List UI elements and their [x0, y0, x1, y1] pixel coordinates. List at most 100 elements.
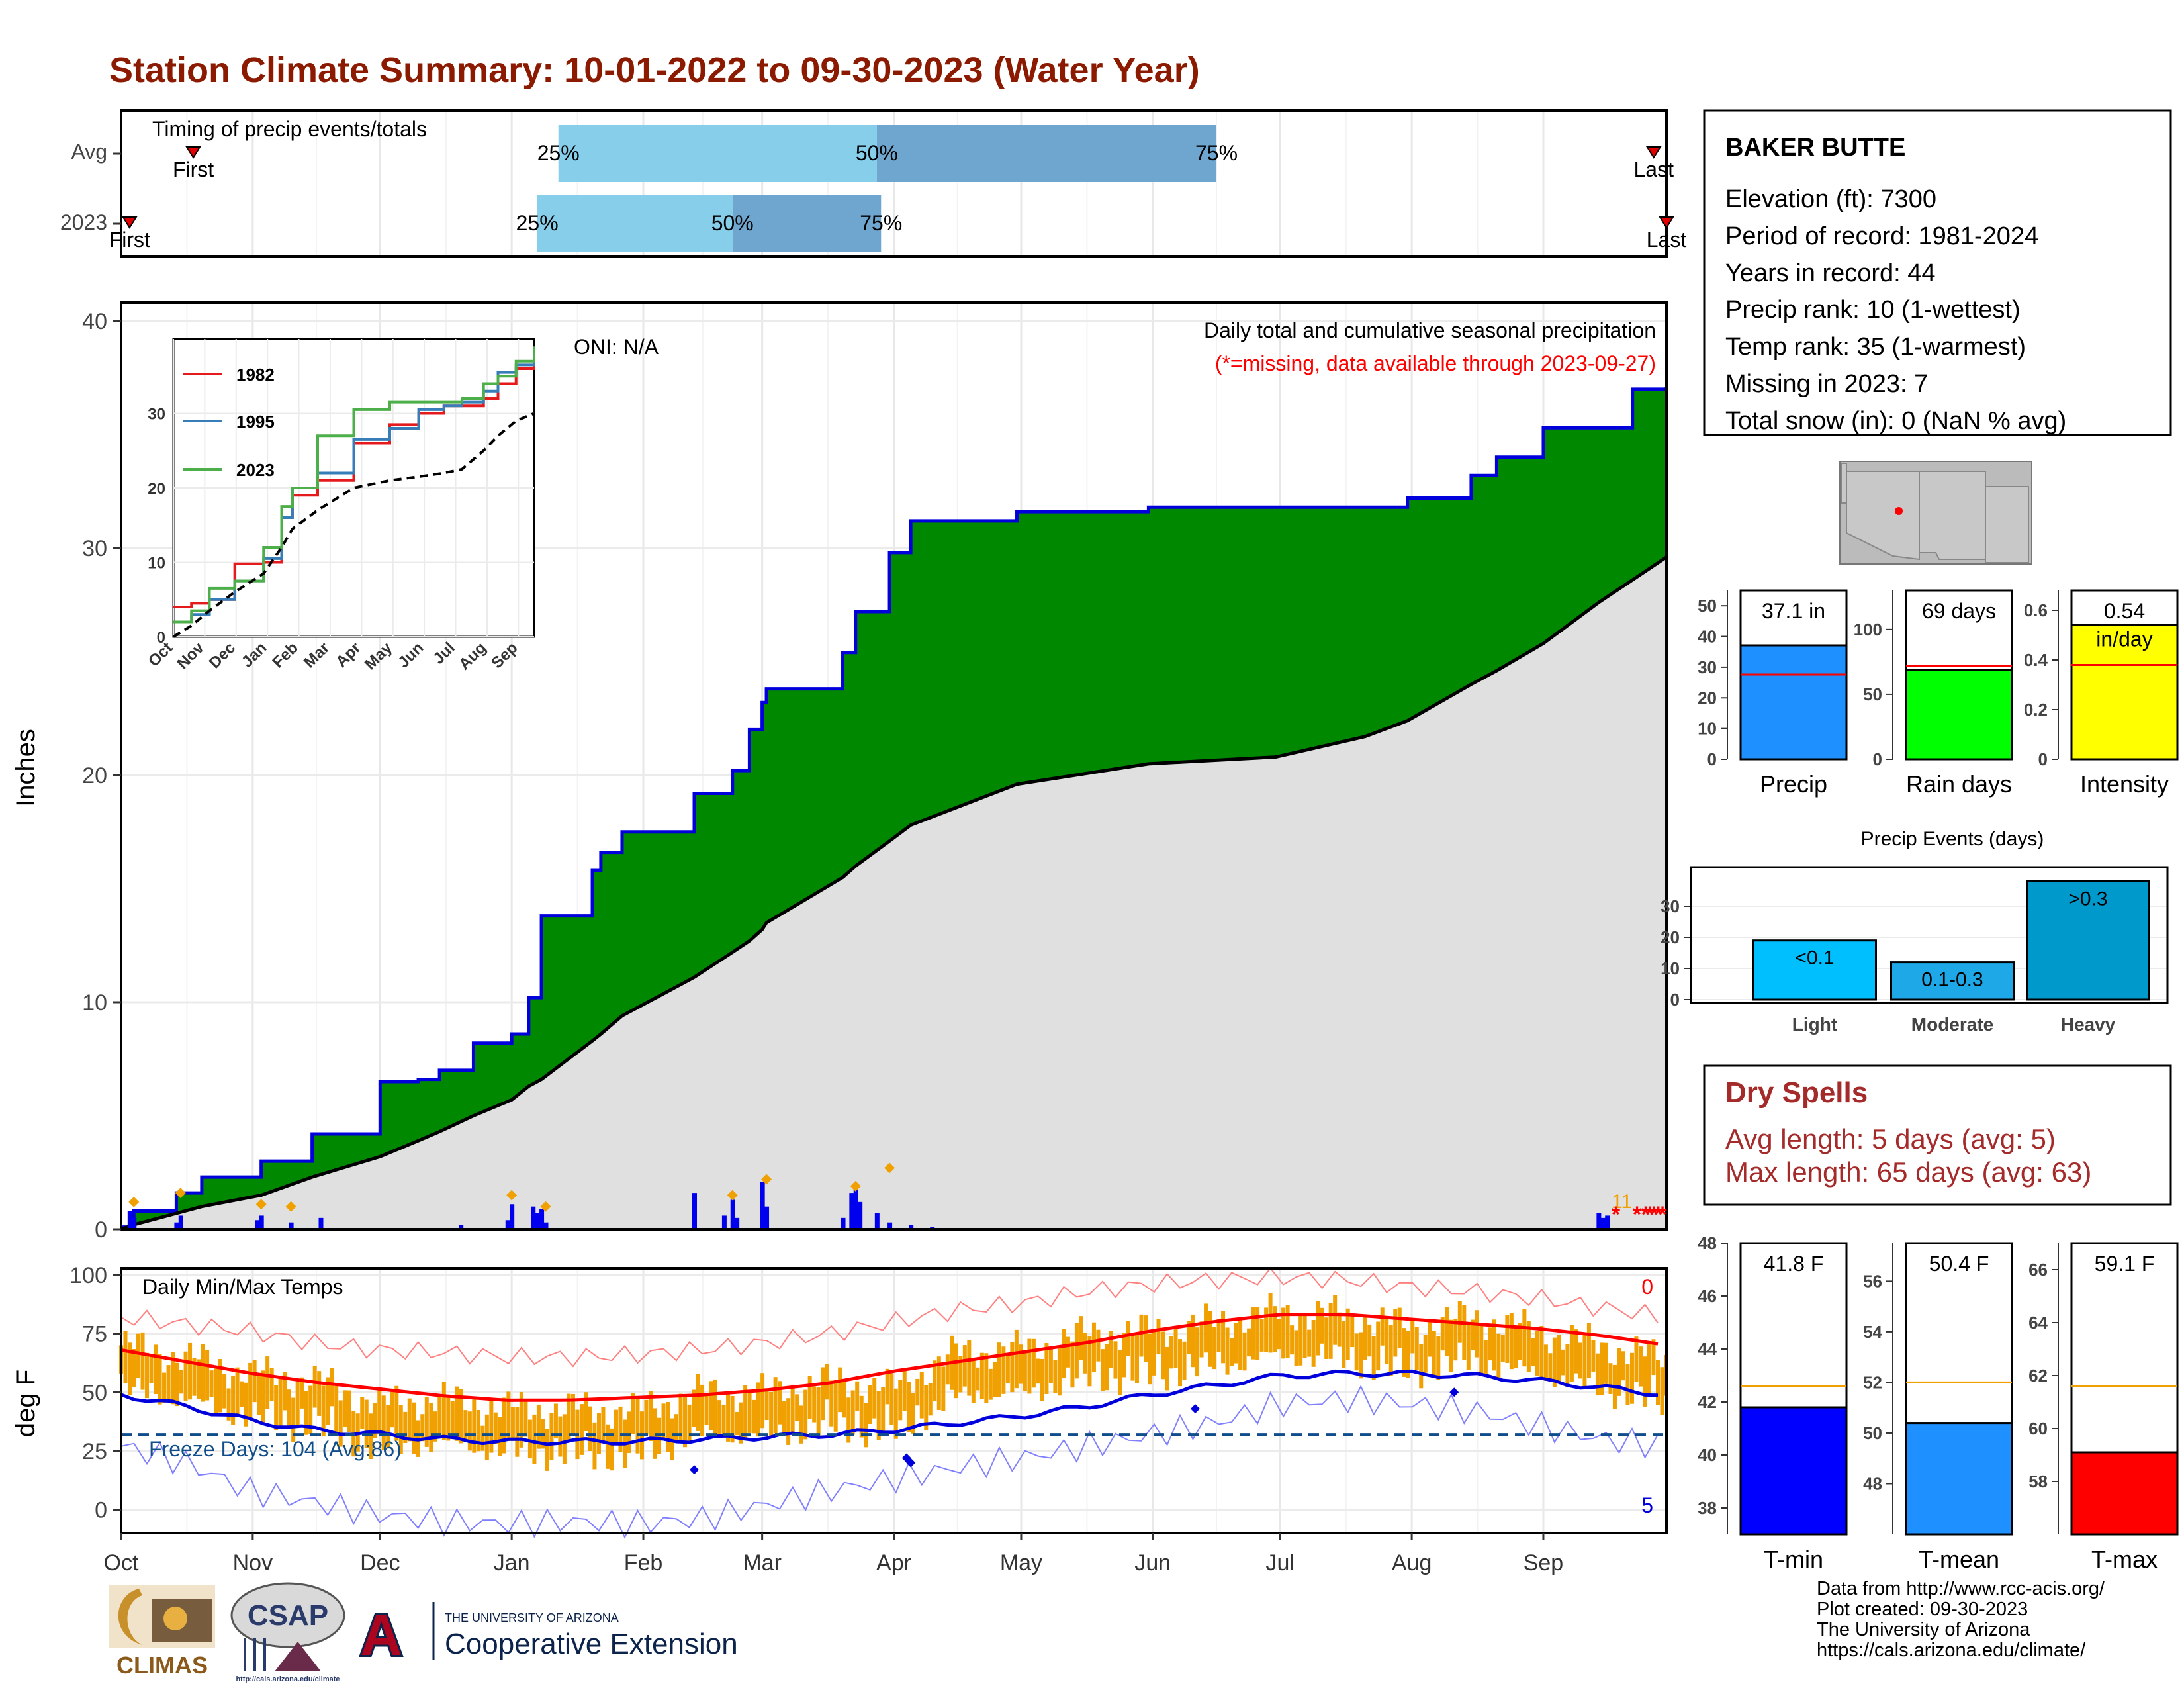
daily-temp-bar — [747, 1393, 752, 1433]
daily-temp-bar — [1212, 1327, 1217, 1370]
precip-cumulative-avg-line — [120, 555, 1668, 1231]
oni-label: ONI: N/A — [574, 335, 659, 359]
summary-unit-text: in/day — [2096, 628, 2152, 651]
daily-temp-bar — [1070, 1341, 1075, 1388]
daily-temp-bar — [605, 1424, 610, 1469]
summary-y-tick-label: 40 — [1698, 627, 1717, 647]
daily-temp-bar — [1268, 1293, 1273, 1353]
daily-temp-bar — [933, 1360, 937, 1401]
daily-temp-bar — [398, 1405, 403, 1454]
daily-temp-bar — [235, 1367, 240, 1415]
footer-data-source: Data from http://www.rcc-acis.org/ — [1817, 1578, 2105, 1599]
figure-title: Station Climate Summary: 10-01-2022 to 0… — [109, 50, 1200, 90]
daily-temp-bar — [1302, 1315, 1307, 1358]
daily-temp-bar — [1380, 1307, 1385, 1346]
daily-temp-bar — [502, 1397, 506, 1454]
events-x-label-light: Light — [1792, 1014, 1837, 1035]
daily-temp-bar — [1109, 1331, 1113, 1368]
daily-temp-bar — [979, 1352, 984, 1399]
map-state-california — [1841, 463, 1847, 504]
daily-temp-bar — [735, 1411, 739, 1436]
timing-label-first: First — [173, 158, 214, 181]
daily-temp-bar — [696, 1374, 700, 1431]
daily-temp-bar — [829, 1380, 834, 1427]
precip-y-tick-label: 10 — [82, 990, 107, 1015]
freeze-days-label: Freeze Days: 104 (Avg:86) — [149, 1437, 402, 1461]
daily-temp-bar — [739, 1402, 743, 1444]
station-location-marker — [1895, 507, 1903, 515]
daily-precip-flag — [175, 1188, 186, 1199]
summary-value-text: 69 days — [1922, 599, 1996, 623]
daily-temp-bar — [562, 1414, 567, 1464]
daily-temp-bar — [527, 1419, 532, 1459]
daily-temp-bar — [1143, 1315, 1148, 1362]
summary-bar-tmin — [1739, 1406, 1848, 1536]
daily-temp-bar — [1428, 1321, 1432, 1357]
timing-marker-first — [122, 216, 138, 229]
summary-bar-rain_days — [1905, 669, 2013, 761]
daily-temp-bar — [1122, 1332, 1126, 1378]
daily-temp-bar — [1195, 1327, 1200, 1377]
csap-logo-text: CSAP — [248, 1599, 328, 1632]
events-bar-moderate — [1890, 961, 2015, 1001]
summary-y-tick-label: 44 — [1698, 1339, 1717, 1359]
daily-temp-bar — [859, 1395, 864, 1438]
summary-chart-intensity: 0 0.2 0.4 0.6 0.54 in/day Intensity — [2024, 589, 2179, 798]
daily-precip-bar — [535, 1213, 540, 1229]
daily-temp-bar — [915, 1378, 920, 1406]
ua-logo-small-text: THE UNIVERSITY OF ARIZONA — [445, 1611, 619, 1624]
daily-temp-bar — [364, 1399, 369, 1448]
summary-value-box — [1739, 1242, 1848, 1409]
daily-temp-bar — [183, 1351, 188, 1401]
daily-precip-bar — [539, 1209, 545, 1229]
daily-temp-bar — [1565, 1344, 1570, 1387]
daily-temp-bar — [1423, 1335, 1428, 1373]
events-x-label-heavy: Heavy — [2061, 1014, 2116, 1035]
daily-temp-bar — [205, 1350, 210, 1401]
summary-chart-tmax: 58 60 62 64 66 59.1 F T-max — [2028, 1242, 2179, 1573]
daily-temp-bar — [666, 1401, 670, 1452]
summary-value-box — [1905, 1242, 2013, 1425]
daily-temp-bar — [1307, 1329, 1312, 1357]
inset-y-tick-label: 30 — [148, 406, 165, 424]
timing-label-last: Last — [1634, 158, 1674, 181]
timing-bar-50-75-Avg — [876, 125, 1217, 182]
timing-label-first: First — [109, 228, 150, 252]
month-label-aug: Aug — [1392, 1550, 1432, 1575]
timing-label-75: 75% — [1195, 141, 1238, 165]
daily-temp-bar — [614, 1409, 618, 1442]
daily-temp-bar — [455, 1386, 459, 1441]
daily-temp-bar — [1492, 1319, 1496, 1371]
daily-temp-bar — [644, 1399, 649, 1435]
daily-temp-bar — [610, 1428, 614, 1471]
daily-temp-bar — [1393, 1309, 1398, 1357]
daily-temp-bar — [1130, 1333, 1135, 1381]
daily-temp-bar — [692, 1389, 696, 1427]
daily-temp-bar — [1165, 1346, 1169, 1391]
daily-temp-bar — [1285, 1305, 1290, 1358]
daily-temp-bar — [902, 1368, 907, 1411]
daily-temp-bar — [893, 1388, 898, 1439]
record-low-marker — [690, 1465, 700, 1475]
daily-temp-bar — [997, 1342, 1001, 1397]
daily-temp-bar — [412, 1402, 416, 1454]
daily-temp-bar — [1660, 1367, 1664, 1415]
daily-temp-bar — [283, 1372, 287, 1411]
daily-temp-bar — [1036, 1358, 1040, 1384]
daily-temp-bar — [592, 1422, 597, 1470]
daily-temp-bar — [1259, 1319, 1264, 1352]
daily-precip-bar — [764, 1206, 770, 1229]
daily-temp-bar — [885, 1368, 889, 1405]
daily-temp-bar — [976, 1367, 980, 1391]
daily-precip-bar — [887, 1222, 893, 1229]
daily-precip-bar — [132, 1217, 137, 1229]
daily-temp-bar — [128, 1342, 132, 1395]
daily-temp-bar — [553, 1403, 558, 1439]
summary-y-tick-label: 0.2 — [2024, 700, 2048, 720]
daily-temp-bar — [1126, 1321, 1130, 1356]
daily-precip-bar — [760, 1181, 765, 1229]
daily-temp-bar — [1251, 1307, 1255, 1360]
footer-credits: Data from http://www.rcc-acis.org/ Plot … — [1817, 1579, 2105, 1661]
daily-temp-bar — [1027, 1338, 1032, 1394]
